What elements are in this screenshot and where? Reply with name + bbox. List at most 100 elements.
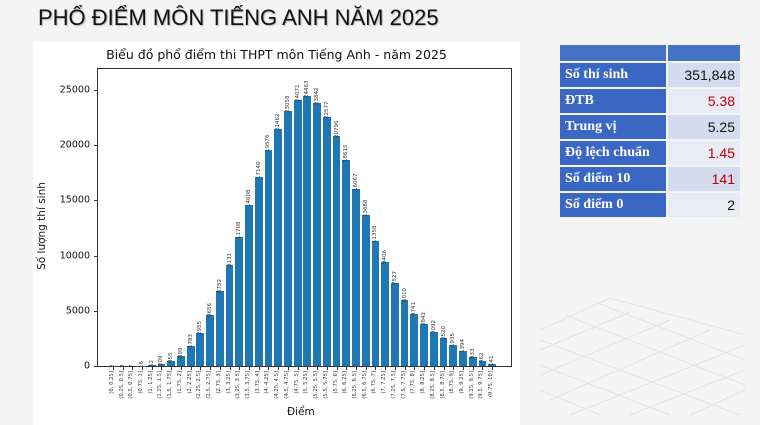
y-tick-label: 15000 <box>59 194 90 206</box>
bar-value-label: 2955 <box>197 321 204 336</box>
histogram-bar <box>488 364 496 366</box>
bar-value-label: 23842 <box>314 87 321 105</box>
x-tick-label: (9.5, 9.75] <box>478 371 485 399</box>
x-tick-label: (3.25, 3.5] <box>235 371 242 399</box>
bar-value-label: 20796 <box>333 120 340 139</box>
histogram-bar <box>313 102 321 366</box>
histogram-bar <box>245 204 253 366</box>
histogram-bar <box>177 356 185 366</box>
bar-value-label: 1935 <box>450 332 457 347</box>
x-tick-label: (2, 2.25] <box>186 371 193 394</box>
histogram-bar <box>478 360 487 366</box>
x-tick-label: (6, 6.25] <box>342 371 349 394</box>
histogram-bar <box>449 344 458 366</box>
page-title: PHỔ ĐIỂM MÔN TIẾNG ANH NĂM 2025 <box>38 5 439 30</box>
x-tick <box>385 366 387 370</box>
x-tick <box>365 366 367 370</box>
x-tick-label: (7.5, 7.75] <box>400 371 407 399</box>
stats-header-cell <box>668 45 740 61</box>
bar-value-label: 24463 <box>304 80 311 98</box>
bar-value-label: 2520 <box>440 326 447 341</box>
x-tick-label: (2.5, 2.75] <box>206 371 213 399</box>
x-tick-label: (3.75, 4] <box>254 371 261 394</box>
histogram-bar <box>352 188 360 366</box>
x-tick <box>200 366 202 370</box>
stats-row-stddev: Độ lệch chuẩn 1.45 <box>560 141 740 165</box>
stats-value: 141 <box>668 167 740 191</box>
y-tick-label: 20000 <box>59 139 90 151</box>
histogram-bar <box>420 323 428 366</box>
bar-value-label: 21462 <box>275 113 282 132</box>
x-tick-label: (7.25, 7.5] <box>390 371 397 399</box>
bar-value-label: 17146 <box>255 161 262 179</box>
x-tick-label: (5, 5.25] <box>303 371 310 394</box>
x-tick <box>355 366 357 370</box>
y-tick <box>94 145 98 147</box>
x-tick <box>472 366 474 370</box>
stats-label: Độ lệch chuẩn <box>560 141 666 165</box>
stats-value: 1.45 <box>668 141 740 165</box>
x-tick-label: (6.75, 7] <box>371 371 378 394</box>
x-tick-label: (0.75, 1] <box>138 371 145 394</box>
y-tick-label: 25000 <box>59 84 90 96</box>
y-axis-label: Số lượng thí sinh <box>36 182 48 270</box>
x-tick <box>375 366 377 370</box>
stats-label: Số điểm 10 <box>560 167 666 191</box>
histogram-bar <box>439 338 448 366</box>
bar-value-label: 18615 <box>343 144 350 163</box>
histogram-bar <box>235 236 244 366</box>
histogram-bar <box>468 356 477 366</box>
y-tick-label: 0 <box>83 360 90 372</box>
bar-value-label: 13688 <box>362 199 369 217</box>
x-tick <box>424 366 426 370</box>
x-tick <box>414 366 416 370</box>
x-tick <box>433 366 435 370</box>
x-tick <box>297 366 299 370</box>
histogram-bar <box>400 299 409 366</box>
bar-value-label: 3842 <box>421 311 428 326</box>
x-tick <box>326 366 328 370</box>
histogram-bar <box>186 346 195 366</box>
stats-value: 351,848 <box>668 63 740 87</box>
bar-value-label: 3092 <box>430 319 437 334</box>
x-tick-label: (6.25, 6.5] <box>351 371 358 399</box>
x-tick-label: (6.5, 6.75] <box>361 371 368 399</box>
x-tick-label: (2.75, 3] <box>215 371 222 394</box>
x-tick-label: (7.75, 8] <box>410 371 417 394</box>
x-axis-label: Điểm <box>287 406 315 418</box>
x-tick <box>462 366 464 370</box>
x-tick-label: (5.75, 6] <box>332 371 339 394</box>
x-tick-label: (1.5, 1.75] <box>167 371 174 399</box>
stats-row-score-0: Số điểm 0 2 <box>560 193 740 217</box>
x-tick <box>453 366 455 370</box>
bar-value-label: 4656 <box>207 302 214 317</box>
x-tick <box>336 366 338 370</box>
x-tick-label: (4.5, 4.75] <box>283 371 290 399</box>
x-tick-label: [0, 0.25] <box>108 371 115 394</box>
bar-value-label: 141 <box>489 355 496 367</box>
histogram-bar <box>332 136 341 366</box>
stats-label: Số điểm 0 <box>560 193 666 217</box>
x-tick <box>404 366 406 370</box>
y-tick <box>94 310 98 312</box>
x-tick <box>258 366 260 370</box>
bar-value-label: 899 <box>177 347 184 359</box>
x-tick-label: (9.75, 10] <box>488 371 495 398</box>
bar-value-label: 22577 <box>323 101 330 119</box>
histogram-bar <box>206 314 214 366</box>
chart-title: Biểu đồ phổ điểm thi THPT môn Tiếng Anh … <box>106 47 447 62</box>
x-tick <box>492 366 494 370</box>
bar-value-label: 9131 <box>226 253 233 268</box>
x-tick <box>268 366 270 370</box>
histogram-bar <box>264 149 273 366</box>
bar-value-label: 16067 <box>352 173 359 191</box>
x-tick <box>142 366 144 370</box>
histogram-bar <box>322 116 331 366</box>
x-tick-label: (1.75, 2] <box>176 371 183 394</box>
x-tick <box>219 366 221 370</box>
bar-value-label: 1783 <box>187 334 194 349</box>
y-tick-label: 5000 <box>65 305 90 317</box>
x-tick <box>229 366 231 370</box>
stats-table: Số thí sinh 351,848 ĐTB 5.38 Trung vị 5.… <box>558 43 742 219</box>
x-tick <box>180 366 182 370</box>
